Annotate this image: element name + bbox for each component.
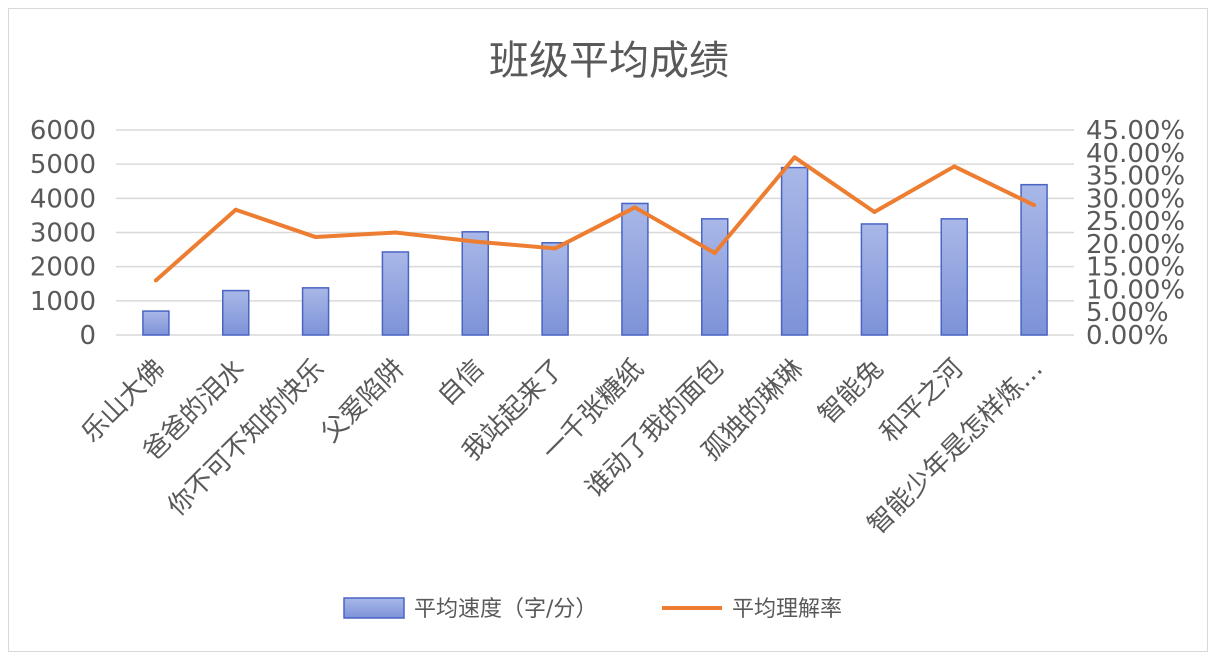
- line-point: [872, 210, 877, 214]
- line-point: [792, 155, 797, 160]
- bar-series: [142, 166, 1048, 336]
- left-tick-label: 0: [79, 321, 96, 351]
- bar: [222, 289, 250, 336]
- left-tick-label: 6000: [30, 116, 96, 146]
- legend: 平均速度（字/分） 平均理解率: [343, 597, 842, 622]
- right-tick-label: 20.00%: [1086, 230, 1185, 260]
- bar: [301, 287, 330, 336]
- line-point: [153, 278, 158, 283]
- line-point: [632, 205, 637, 210]
- left-tick-label: 1000: [30, 287, 96, 317]
- left-tick-label: 3000: [30, 219, 96, 249]
- category-label: 父爱陷阱: [316, 354, 411, 449]
- line-point: [473, 239, 478, 244]
- bar: [381, 251, 410, 336]
- right-tick-label: 45.00%: [1086, 116, 1185, 146]
- line-point: [553, 246, 558, 251]
- right-axis-ticks: 0.00%5.00%10.00%15.00%20.00%25.00%30.00%…: [1086, 116, 1185, 351]
- left-tick-label: 2000: [30, 253, 96, 283]
- legend-line-label: 平均理解率: [732, 597, 842, 622]
- line-path: [154, 155, 1035, 282]
- right-tick-label: 0.00%: [1086, 321, 1169, 351]
- line-point: [952, 164, 957, 169]
- right-tick-label: 30.00%: [1086, 184, 1185, 214]
- right-tick-label: 35.00%: [1086, 162, 1185, 192]
- line-point: [1032, 203, 1037, 208]
- left-axis-ticks: 0 1000 2000 3000 4000 5000 6000: [30, 116, 96, 351]
- legend-bar-swatch: [343, 597, 405, 619]
- category-label: 智能兔: [813, 354, 889, 430]
- right-tick-label: 40.00%: [1086, 139, 1185, 169]
- right-tick-label: 15.00%: [1086, 253, 1185, 283]
- left-tick-label: 4000: [30, 184, 96, 214]
- bar: [541, 242, 569, 336]
- chart-title: 班级平均成绩: [489, 38, 729, 84]
- bar: [940, 218, 968, 336]
- bar: [1020, 183, 1048, 336]
- line-series: [153, 155, 1037, 283]
- category-label: 谁动了我的面包: [580, 354, 730, 504]
- chart-frame: [8, 8, 1208, 652]
- bar: [142, 310, 170, 336]
- left-tick-label: 5000: [30, 150, 96, 180]
- right-tick-label: 10.00%: [1086, 275, 1185, 305]
- bar: [701, 218, 729, 336]
- bar: [621, 202, 649, 336]
- right-tick-label: 25.00%: [1086, 207, 1185, 237]
- bar: [780, 166, 809, 336]
- line-point: [393, 230, 398, 235]
- legend-bar-label: 平均速度（字/分）: [414, 597, 597, 622]
- line-point: [313, 235, 318, 240]
- bar: [860, 223, 889, 336]
- grid-lines: [116, 129, 1074, 336]
- category-label: 自信: [432, 354, 490, 412]
- line-point: [712, 251, 717, 255]
- right-tick-label: 5.00%: [1086, 298, 1169, 328]
- bar: [461, 231, 489, 336]
- line-point: [233, 207, 238, 212]
